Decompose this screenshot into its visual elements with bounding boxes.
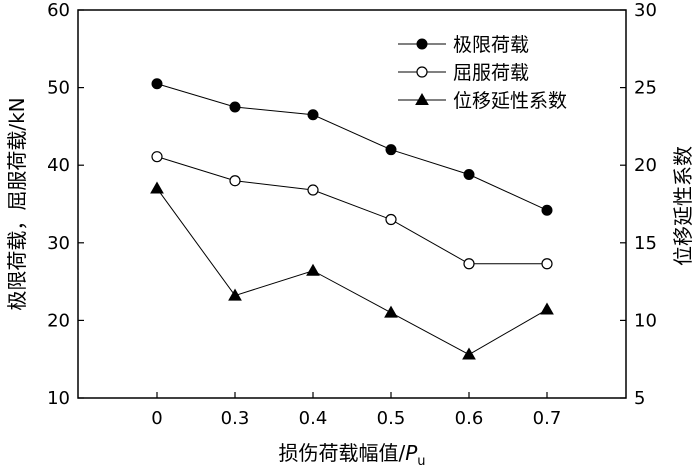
data-point	[463, 258, 475, 270]
data-point	[150, 181, 164, 194]
legend-marker	[415, 92, 429, 105]
data-point	[307, 184, 319, 196]
y-right-tick-label: 15	[634, 233, 657, 254]
plot-frame	[77, 9, 627, 399]
x-tick-label: 0.4	[299, 408, 328, 429]
data-point	[229, 175, 241, 187]
data-point	[228, 288, 242, 301]
data-point	[307, 109, 319, 121]
y-right-tick-label: 5	[634, 388, 645, 409]
x-axis-title-main: 损伤荷载幅值/	[278, 441, 405, 465]
y-left-tick-label: 50	[47, 78, 70, 99]
y-left-tick-label: 60	[47, 0, 70, 21]
data-point	[463, 169, 475, 181]
x-axis-title: 损伤荷载幅值/Pu	[278, 441, 425, 469]
y-left-tick-label: 40	[47, 155, 70, 176]
legend-marker	[416, 66, 428, 78]
x-tick-label: 0.7	[533, 408, 562, 429]
data-point	[541, 258, 553, 270]
x-tick-label: 0	[151, 408, 162, 429]
y-axis-right-title: 位移延性系数	[671, 146, 695, 266]
series-3	[150, 181, 554, 360]
data-point	[229, 101, 241, 113]
y-right-tick-label: 25	[634, 78, 657, 99]
y-left-tick-label: 30	[47, 233, 70, 254]
data-point	[385, 213, 397, 226]
data-point	[540, 302, 554, 315]
data-point	[306, 263, 320, 276]
legend-marker	[416, 38, 428, 50]
y-axis-left-title: 极限荷载，屈服荷载/kN	[5, 97, 29, 310]
x-axis-title-italic: P	[405, 441, 418, 465]
series-line	[156, 83, 548, 211]
series-2	[151, 151, 553, 270]
data-point	[462, 347, 476, 360]
data-point	[541, 204, 553, 216]
y-right-tick-label: 30	[634, 0, 657, 21]
series-layer	[150, 78, 554, 360]
y-right-tick-label: 10	[634, 310, 657, 331]
series-1	[151, 78, 553, 216]
y-left-tick-label: 10	[47, 388, 70, 409]
series-line	[156, 188, 548, 356]
ticks-layer: 0 0.3 0.4 0.5 0.6 0.7 10 20 30 40 50 60 5 10 15 20 25 30	[47, 0, 657, 429]
y-right-tick-label: 20	[634, 155, 657, 176]
x-tick-label: 0.5	[377, 408, 406, 429]
data-point	[385, 144, 397, 156]
x-tick-label: 0.6	[455, 408, 484, 429]
series-line	[156, 156, 547, 265]
legend-label: 位移延性系数	[453, 90, 567, 112]
legend-label: 极限荷载	[453, 34, 529, 56]
x-tick-label: 0.3	[221, 408, 250, 429]
data-point	[151, 78, 163, 90]
data-point	[384, 305, 398, 318]
data-point	[151, 151, 163, 163]
legend-label: 屈服荷载	[453, 62, 529, 84]
y-left-tick-label: 20	[47, 310, 70, 331]
x-axis-title-sub: u	[417, 454, 425, 469]
